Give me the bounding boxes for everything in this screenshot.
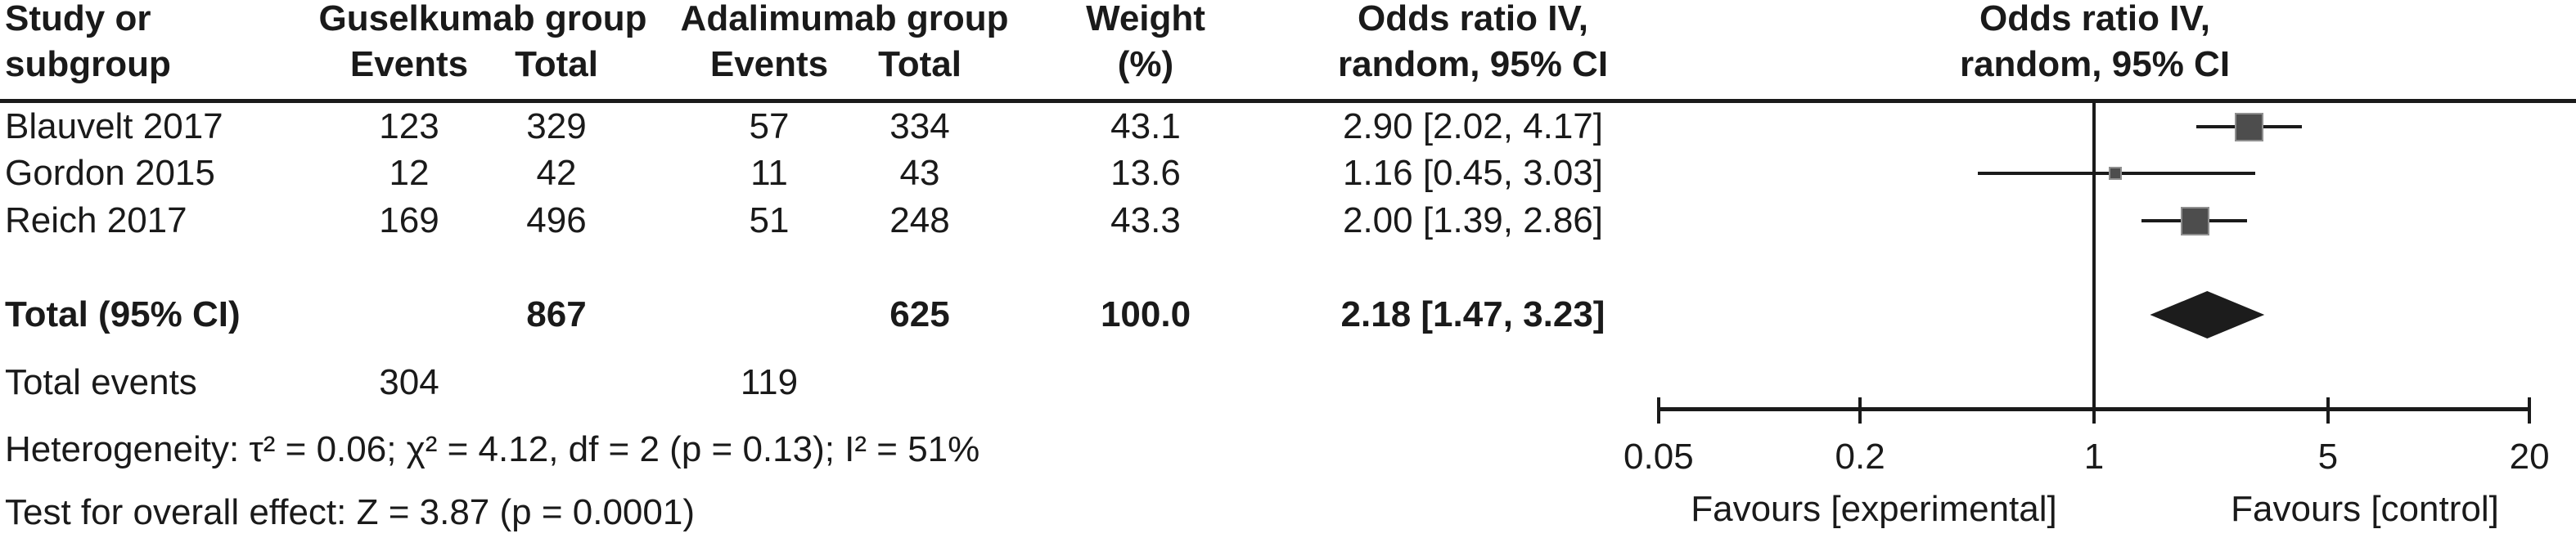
x-axis-tick-label-1: 1 — [2083, 437, 2105, 477]
x-axis-tick-0.05 — [1656, 397, 1660, 424]
cell-weight: 43.1 — [1110, 106, 1181, 146]
total-effect-diamond — [2150, 291, 2265, 338]
col-header-or-plot-line2: random, 95% CI — [1959, 44, 2231, 84]
header-divider — [0, 99, 2576, 103]
cell-weight: 13.6 — [1110, 153, 1181, 193]
cell-g_total: 329 — [526, 106, 587, 146]
col-header-study-line1: Study or — [5, 0, 151, 38]
x-axis-tick-label-5: 5 — [2317, 437, 2339, 477]
or-marker-reich-2017 — [2180, 206, 2209, 235]
x-axis-tick-label-0.2: 0.2 — [1835, 437, 1885, 477]
x-axis-tick-label-0.05: 0.05 — [1624, 437, 1694, 477]
col-header-weight-line1: Weight — [1086, 0, 1205, 38]
total-row-label: Total (95% CI) — [5, 294, 241, 334]
total-events-label: Total events — [5, 362, 197, 402]
favours-experimental-label: Favours [experimental] — [1691, 489, 2057, 529]
cell-study: Gordon 2015 — [5, 153, 215, 193]
cell-or_ci: 2.90 [2.02, 4.17] — [1342, 106, 1604, 146]
reference-line-or-1 — [2092, 102, 2096, 410]
cell-a_events: 51 — [749, 200, 790, 240]
cell-g_events: 123 — [379, 106, 439, 146]
cell-weight: 43.3 — [1110, 200, 1181, 240]
cell-study: Blauvelt 2017 — [5, 106, 223, 146]
total-row-g-total: 867 — [526, 294, 587, 334]
overall-effect-stats: Test for overall effect: Z = 3.87 (p = 0… — [5, 492, 695, 532]
cell-g_events: 169 — [379, 200, 439, 240]
cell-a_total: 43 — [899, 153, 940, 193]
col-header-or-text-line2: random, 95% CI — [1337, 44, 1609, 84]
cell-g_events: 12 — [389, 153, 430, 193]
or-marker-blauvelt-2017 — [2234, 112, 2263, 141]
x-axis-tick-5 — [2326, 397, 2330, 424]
total-row-weight: 100.0 — [1100, 294, 1191, 334]
cell-a_events: 57 — [749, 106, 790, 146]
cell-a_total: 334 — [889, 106, 950, 146]
cell-or_ci: 2.00 [1.39, 2.86] — [1342, 200, 1604, 240]
col-header-guselkumab-events: Events — [349, 44, 469, 84]
heterogeneity-stats: Heterogeneity: τ² = 0.06; χ² = 4.12, df … — [5, 429, 980, 469]
x-axis-tick-1 — [2092, 397, 2096, 424]
x-axis-tick-label-20: 20 — [2509, 437, 2550, 477]
cell-g_total: 42 — [536, 153, 577, 193]
cell-study: Reich 2017 — [5, 200, 187, 240]
col-header-adalimumab-events: Events — [709, 44, 829, 84]
total-events-a-events: 119 — [740, 362, 799, 402]
col-header-guselkumab-total: Total — [515, 44, 598, 84]
cell-or_ci: 1.16 [0.45, 3.03] — [1342, 153, 1604, 193]
col-header-or-text-line1: Odds ratio IV, — [1357, 0, 1588, 38]
total-row-a-total: 625 — [889, 294, 950, 334]
x-axis-tick-0.2 — [1858, 397, 1862, 424]
favours-control-label: Favours [control] — [2231, 489, 2499, 529]
col-header-study-line2: subgroup — [5, 44, 171, 84]
cell-g_total: 496 — [526, 200, 587, 240]
col-header-or-plot-line1: Odds ratio IV, — [1979, 0, 2210, 38]
x-axis-tick-20 — [2528, 397, 2532, 424]
cell-a_total: 248 — [889, 200, 950, 240]
or-marker-gordon-2015 — [2109, 167, 2123, 180]
total-row-or-ci: 2.18 [1.47, 3.23] — [1340, 294, 1605, 334]
cell-a_events: 11 — [750, 153, 788, 193]
col-header-weight-line2: (%) — [1117, 44, 1174, 84]
total-events-g-events: 304 — [379, 362, 439, 402]
col-header-adalimumab-total: Total — [878, 44, 961, 84]
col-header-guselkumab-group: Guselkumab group — [318, 0, 647, 38]
col-header-adalimumab-group: Adalimumab group — [680, 0, 1009, 38]
